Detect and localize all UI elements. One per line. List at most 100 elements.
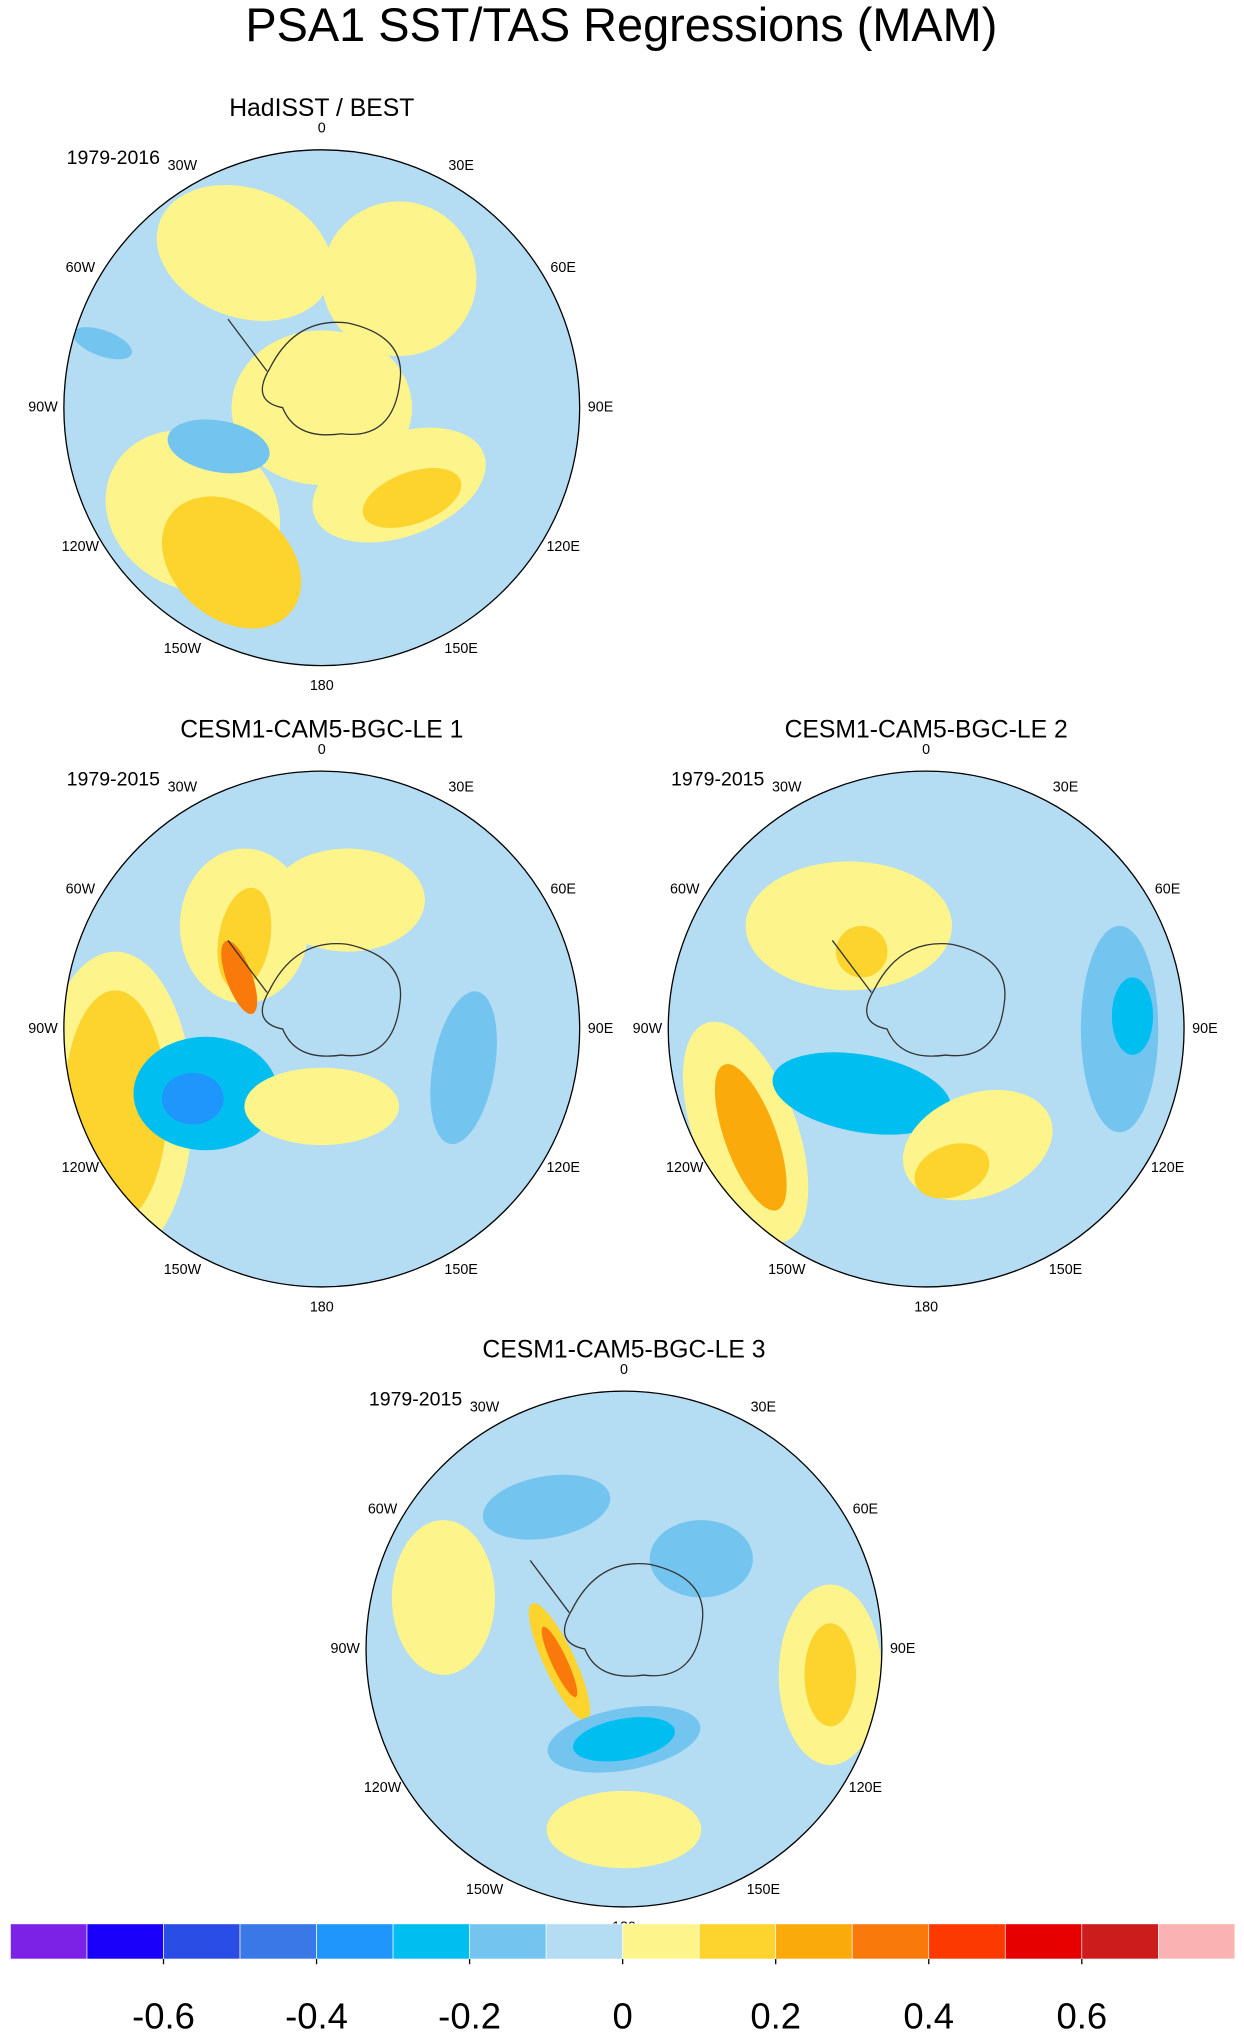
map-panel: CESM1-CAM5-BGC-LE 1 1979-2015 0 30E 60E 90E 12… (28, 716, 613, 1315)
contour-region (161, 1072, 224, 1125)
longitude-label: 30E (448, 158, 473, 174)
colorbar-label: 0.2 (750, 1996, 801, 2037)
colorbar-label: -0.6 (132, 1996, 195, 2037)
longitude-label: 150W (768, 1262, 806, 1278)
colorbar-box (545, 1923, 623, 1960)
contour-region (772, 1052, 951, 1135)
map-field (63, 771, 580, 1287)
panel-period: 1979-2015 (369, 1388, 462, 1410)
longitude-label: 120W (62, 539, 100, 555)
contour-region (221, 940, 258, 1015)
longitude-label: 30E (751, 1399, 776, 1415)
colorbar-label: 0.6 (1056, 1996, 1107, 2037)
map-field (366, 1391, 882, 1907)
longitude-label: 30W (168, 779, 198, 795)
map-border (63, 770, 581, 1288)
colorbar-box (775, 1923, 853, 1960)
longitude-label: 120W (62, 1160, 100, 1176)
panel-title: CESM1-CAM5-BGC-LE 2 (785, 716, 1068, 743)
colorbar-label: 0 (613, 1996, 633, 2037)
colorbar-box (928, 1923, 1006, 1960)
contour-region (745, 861, 952, 991)
contour-region (804, 1623, 857, 1727)
longitude-label: 120E (546, 1160, 579, 1176)
panel-title: HadISST / BEST (229, 95, 414, 122)
longitude-label: 90W (330, 1641, 360, 1657)
longitude-label: 90W (28, 399, 58, 415)
longitude-label: 120E (849, 1780, 882, 1796)
contour-region (430, 991, 497, 1145)
longitude-label: 60W (670, 881, 700, 897)
map-field (63, 149, 580, 666)
map-panel: CESM1-CAM5-BGC-LE 3 1979-2015 0 30E 60E 90E 12… (330, 1336, 915, 1935)
longitude-label: 90W (28, 1021, 58, 1037)
panel-title: CESM1-CAM5-BGC-LE 3 (482, 1336, 765, 1363)
longitude-label: 90E (588, 399, 613, 415)
contour-region (391, 1520, 496, 1675)
colorbar-box (698, 1923, 777, 1960)
longitude-label: 180 (310, 1300, 334, 1316)
map-border (63, 149, 581, 667)
colorbar-box (622, 1923, 700, 1960)
longitude-label: 30W (470, 1399, 500, 1415)
colorbar-box (1157, 1923, 1236, 1960)
colorbar-box (316, 1923, 394, 1960)
contour-region (914, 1143, 990, 1199)
contour-region (73, 327, 132, 360)
contour-region (156, 184, 333, 321)
antarctica-outline (227, 318, 402, 436)
longitude-label: 60W (66, 260, 96, 276)
panel-period: 1979-2015 (671, 768, 764, 790)
longitude-label: 0 (620, 1362, 628, 1378)
contour-region (362, 467, 462, 528)
longitude-label: 120E (546, 539, 579, 555)
map-panel: HadISST / BEST 1979-2016 0 30E 60E 90E 120E 150… (28, 95, 613, 694)
longitude-label: 90E (890, 1641, 915, 1657)
map-border (365, 1390, 883, 1908)
contour-region (270, 848, 425, 952)
longitude-label: 0 (318, 121, 326, 137)
antarctica-outline (831, 940, 1006, 1057)
longitude-label: 90E (1192, 1021, 1217, 1037)
contour-region (649, 1520, 753, 1598)
longitude-label: 120W (364, 1780, 402, 1796)
longitude-label: 150E (1049, 1262, 1082, 1278)
longitude-label: 120E (1151, 1160, 1184, 1176)
longitude-label: 150E (747, 1882, 780, 1898)
map-panel: CESM1-CAM5-BGC-LE 2 1979-2015 0 30E 60E 90E 12… (633, 716, 1218, 1315)
longitude-label: 60E (1155, 881, 1180, 897)
colorbar-box (851, 1923, 930, 1960)
contour-region (541, 1626, 578, 1698)
longitude-label: 60E (853, 1501, 878, 1517)
figure-title: PSA1 SST/TAS Regressions (MAM) (245, 0, 997, 51)
contour-region (482, 1474, 611, 1540)
contour-region (573, 1717, 675, 1762)
panel-period: 1979-2016 (67, 147, 160, 169)
panel-title: CESM1-CAM5-BGC-LE 1 (180, 716, 463, 743)
longitude-label: 0 (922, 742, 930, 758)
longitude-label: 60W (368, 1501, 398, 1517)
colorbar-box (86, 1923, 164, 1960)
antarctica-outline (227, 940, 402, 1057)
longitude-label: 180 (914, 1300, 938, 1316)
colorbar-box (163, 1923, 241, 1960)
contour-region (835, 925, 888, 978)
colorbar-label: -0.4 (285, 1996, 348, 2037)
longitude-label: 30E (1053, 779, 1078, 795)
longitude-label: 0 (318, 742, 326, 758)
contour-region (244, 1067, 400, 1146)
contour-region (167, 419, 270, 474)
colorbar-box (469, 1923, 547, 1960)
longitude-label: 150W (466, 1882, 504, 1898)
colorbar-box (239, 1923, 317, 1960)
panel-period: 1979-2015 (67, 768, 160, 790)
contour-region (231, 330, 413, 486)
contour-region (161, 496, 302, 629)
longitude-label: 60E (550, 260, 575, 276)
colorbar-label: 0.4 (903, 1996, 954, 2037)
map-field (668, 771, 1185, 1287)
longitude-label: 150W (164, 641, 202, 657)
colorbar-box (1081, 1923, 1159, 1960)
contour-region (546, 1790, 702, 1869)
